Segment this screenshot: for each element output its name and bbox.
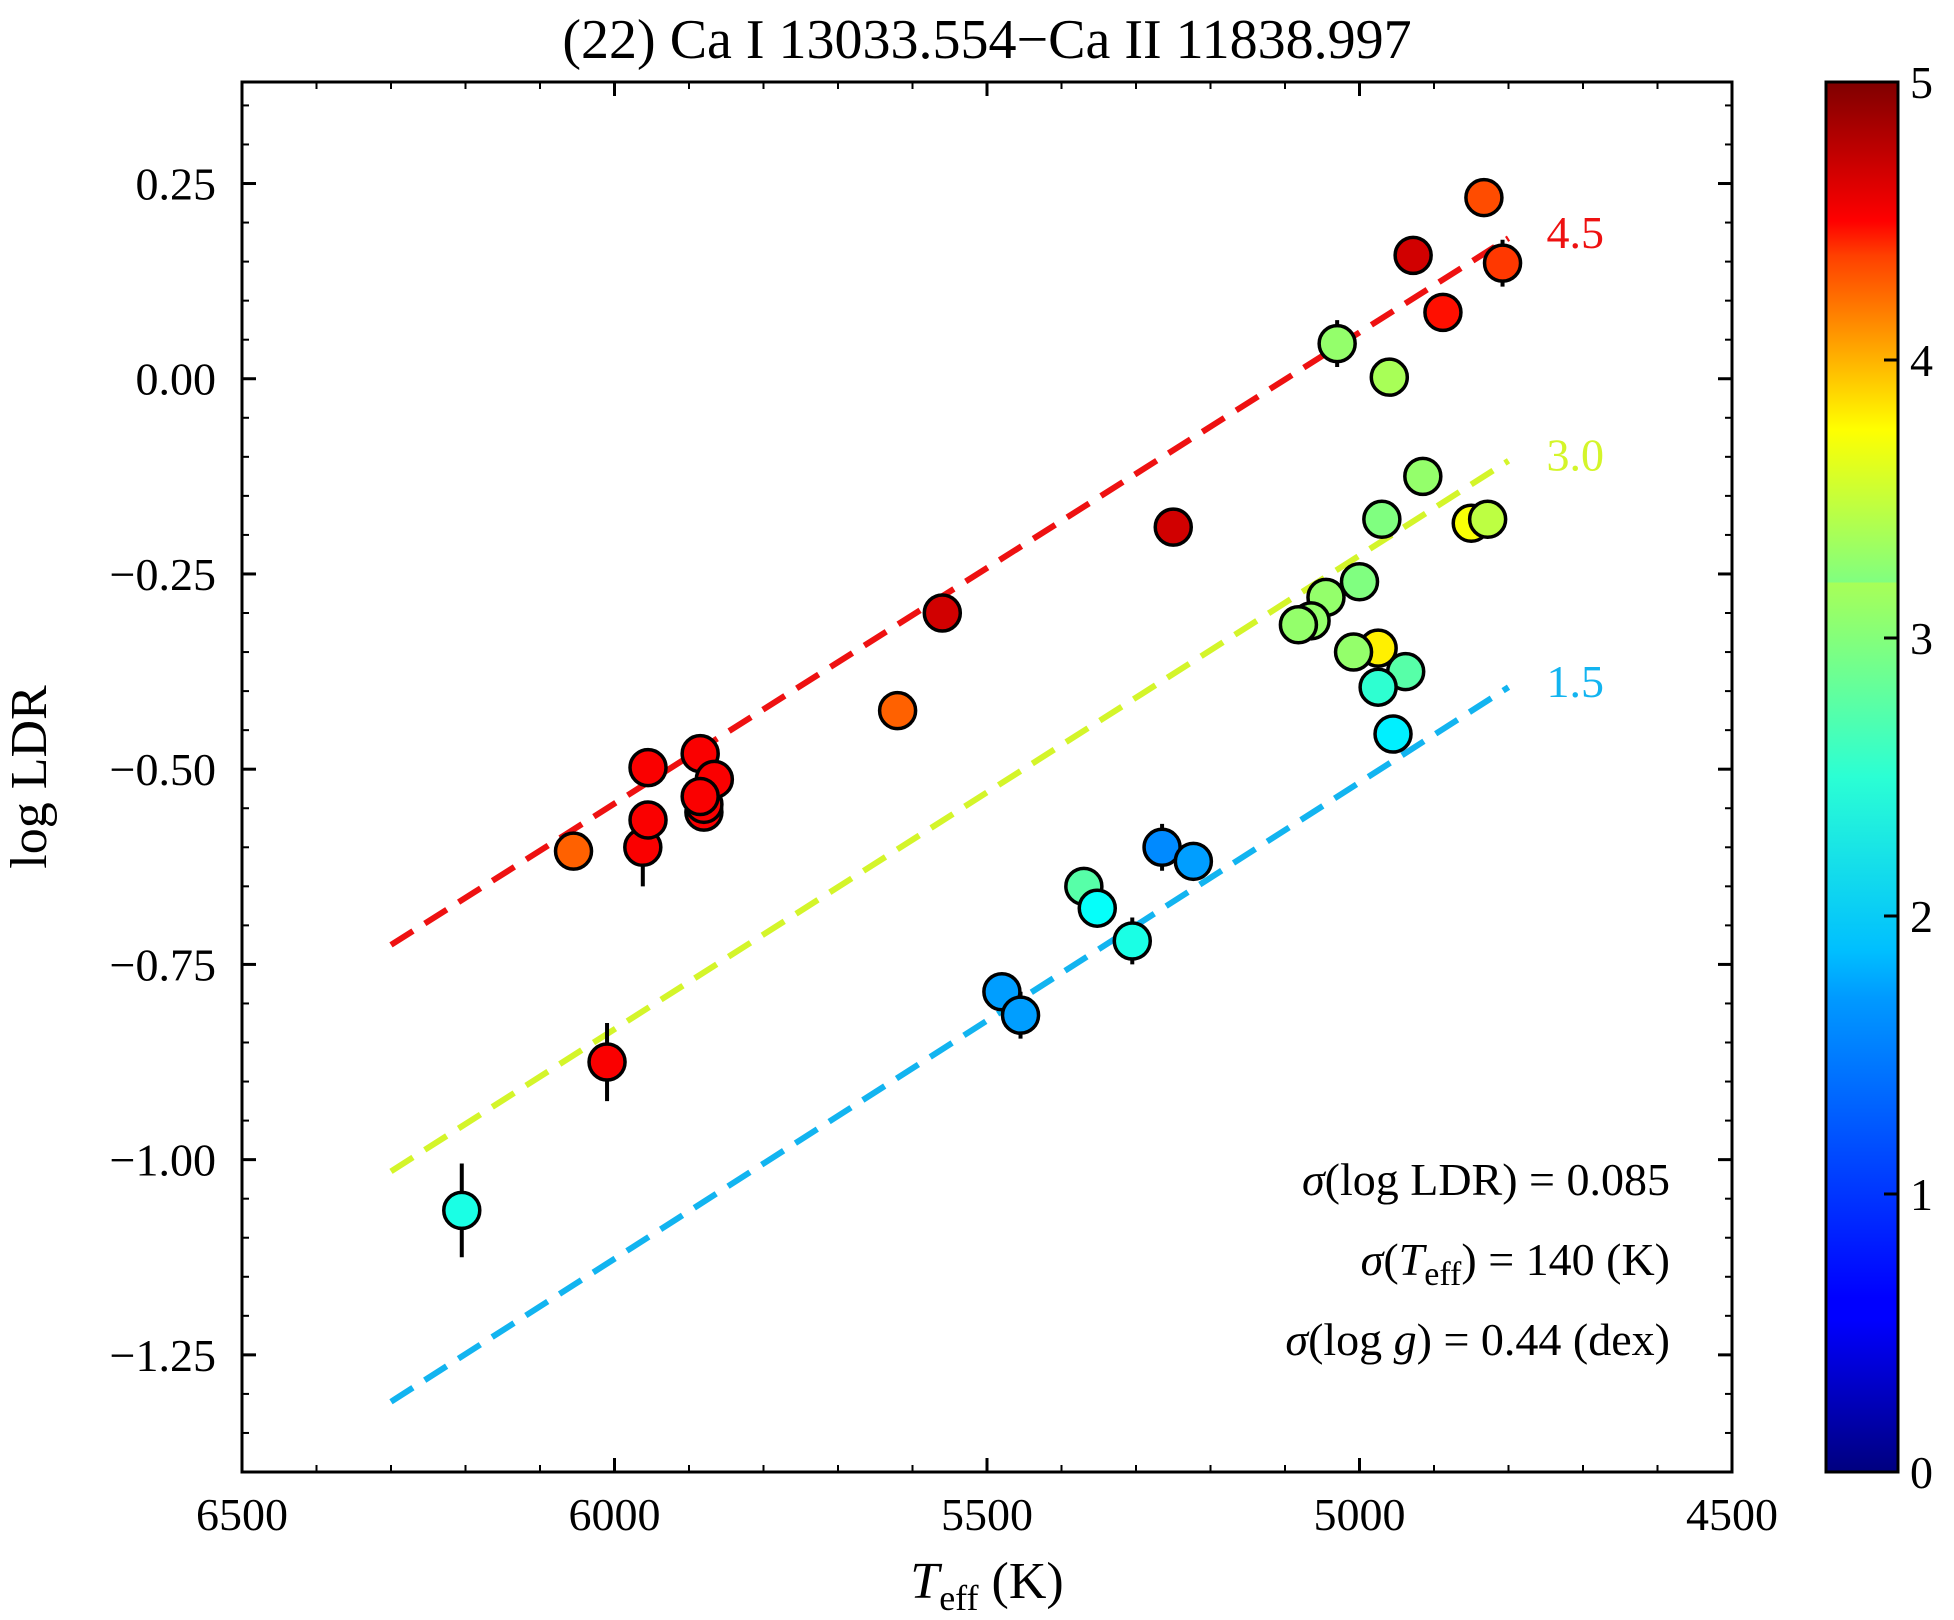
- y-axis: 0.25 0.00 −0.25 −0.50 −0.75 −1.00 −1.25: [110, 104, 1732, 1434]
- colorbar-ticks: 0 1 2 3 4 5: [1884, 57, 1933, 1498]
- x-tick-label: 6000: [569, 1489, 661, 1540]
- data-point: [1423, 292, 1463, 333]
- annotation-sigma-logg: σ(log g) = 0.44 (dex): [1285, 1314, 1670, 1365]
- data-point: [1358, 667, 1398, 707]
- annotation-sigma-teff: σ(Teff) = 140 (K): [1361, 1234, 1670, 1293]
- fit-line-label: 1.5: [1547, 656, 1605, 707]
- colorbar: [1824, 80, 1900, 1474]
- x-tick-label: 6500: [196, 1489, 288, 1540]
- fit-line-logg-3.0: [389, 458, 1511, 1174]
- chart-title: (22) Ca I 13033.554−Ca II 11838.997: [562, 9, 1411, 71]
- colorbar-tick-label: 1: [1910, 1169, 1933, 1220]
- data-points: [442, 177, 1523, 1258]
- data-point: [442, 1190, 482, 1231]
- data-point: [1393, 235, 1433, 276]
- data-point: [1403, 456, 1443, 497]
- data-point: [628, 747, 668, 788]
- data-point: [1467, 499, 1508, 540]
- data-point: [922, 593, 963, 633]
- x-axis-label: Teff (K): [910, 1553, 1063, 1618]
- colorbar-tick-label: 2: [1910, 891, 1933, 942]
- x-tick-label: 5000: [1314, 1489, 1406, 1540]
- annotation-sigma-ldr: σ(log LDR) = 0.085: [1302, 1154, 1670, 1205]
- fit-lines: [389, 235, 1511, 1405]
- colorbar-tick-label: 0: [1910, 1447, 1933, 1498]
- data-point: [1153, 507, 1193, 547]
- y-tick-label: −0.75: [110, 939, 216, 990]
- colorbar-tick-label: 4: [1910, 335, 1933, 386]
- y-tick-label: −0.50: [110, 744, 216, 795]
- y-tick-label: −1.25: [110, 1330, 216, 1381]
- data-point: [1317, 323, 1357, 364]
- data-point: [1482, 243, 1523, 283]
- colorbar-tick-label: 5: [1910, 57, 1933, 108]
- data-point: [1333, 632, 1374, 672]
- fit-line-label: 3.0: [1547, 430, 1605, 481]
- fit-line-logg-1.5: [389, 684, 1511, 1405]
- data-point: [1373, 714, 1413, 754]
- y-axis-label: log LDR: [1, 685, 58, 869]
- fit-line-labels: 4.5 3.0 1.5: [1547, 207, 1605, 707]
- data-point: [1173, 841, 1214, 882]
- data-point: [1112, 921, 1153, 961]
- fit-line-label: 4.5: [1547, 207, 1605, 258]
- data-point: [553, 831, 594, 871]
- data-point: [628, 800, 668, 840]
- data-point: [1077, 888, 1118, 928]
- data-point: [1369, 357, 1410, 397]
- data-point: [1464, 177, 1504, 218]
- y-tick-label: 0.00: [136, 354, 217, 405]
- y-tick-label: 0.25: [136, 159, 217, 210]
- x-tick-label: 5500: [941, 1489, 1033, 1540]
- colorbar-tick-label: 3: [1910, 613, 1933, 664]
- data-point: [1339, 562, 1380, 602]
- data-point: [877, 690, 918, 731]
- x-axis: 6500 6000 5500 5000 4500: [196, 82, 1778, 1540]
- data-point: [1278, 604, 1319, 645]
- data-point: [680, 776, 720, 817]
- y-tick-label: −1.00: [110, 1135, 216, 1186]
- x-tick-label: 4500: [1686, 1489, 1778, 1540]
- data-point: [587, 1042, 627, 1082]
- data-point: [1362, 499, 1402, 540]
- data-point: [1000, 995, 1041, 1035]
- y-tick-label: −0.25: [110, 549, 216, 600]
